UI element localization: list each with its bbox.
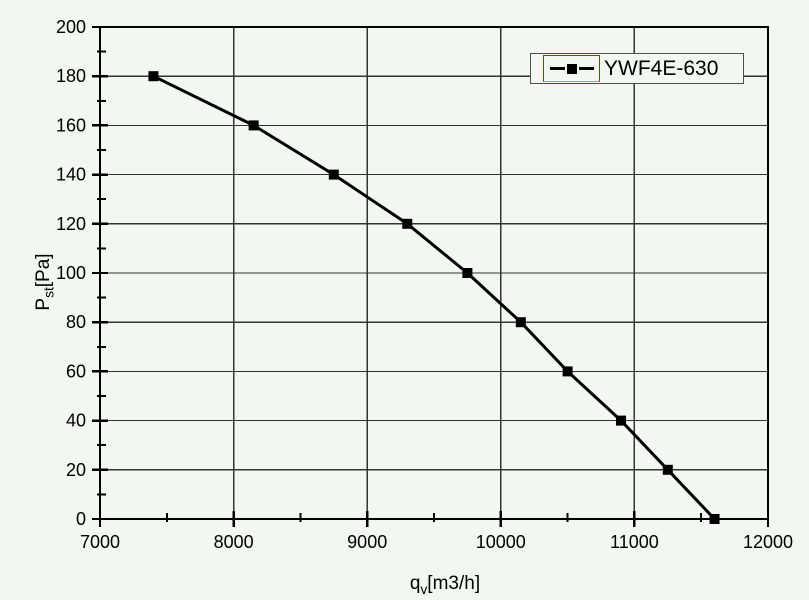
- legend-line-sample-left: [549, 67, 565, 70]
- x-axis-title-symbol: q: [409, 573, 421, 594]
- legend-line-sample-right: [578, 67, 594, 70]
- series-marker: [662, 464, 673, 475]
- y-tick-label: 80: [66, 312, 86, 332]
- x-tick-label: 8000: [214, 532, 254, 552]
- y-tick-label: 60: [66, 361, 86, 381]
- series-marker: [709, 514, 720, 524]
- y-tick-label: 40: [66, 411, 86, 431]
- y-tick-label: 180: [56, 66, 86, 86]
- y-tick-label: 120: [56, 214, 86, 234]
- series-marker: [462, 268, 473, 278]
- y-axis-title-unit: [Pa]: [32, 253, 54, 288]
- legend-series-label: YWF4E-630: [604, 56, 719, 80]
- series-marker: [562, 366, 573, 377]
- y-tick-label: 200: [56, 17, 86, 37]
- series-line: [152, 74, 716, 521]
- x-tick-label: 10000: [476, 532, 526, 552]
- series-marker: [248, 120, 259, 131]
- y-axis-title: Pst[Pa]: [32, 253, 57, 311]
- y-tick-label: 140: [56, 165, 86, 185]
- y-tick-label: 0: [76, 509, 86, 529]
- series-marker: [515, 317, 526, 328]
- data-series: [148, 71, 720, 524]
- x-axis-title-unit: [m3/h]: [427, 573, 481, 594]
- y-axis-title-symbol: P: [32, 297, 54, 311]
- y-tick-label: 160: [56, 115, 86, 135]
- x-tick-label: 12000: [743, 532, 793, 552]
- y-axis-title-subscript: st: [41, 287, 57, 298]
- series-marker: [328, 169, 339, 180]
- y-tick-label: 20: [66, 460, 86, 480]
- series-marker: [402, 218, 413, 229]
- series-marker: [616, 415, 627, 426]
- tick-labels: 7000 8000 9000 10000 11000 12000 0 20 40 60 80 100 1…: [56, 17, 793, 552]
- legend-box[interactable]: YWF4E-630: [530, 53, 744, 84]
- y-tick-label: 100: [56, 263, 86, 283]
- x-tick-label: 9000: [347, 532, 387, 552]
- series-marker: [148, 71, 159, 82]
- x-axis-title-subscript: v: [420, 581, 428, 597]
- axis-ticks: [92, 25, 770, 527]
- x-axis-title: qv[m3/h]: [410, 574, 480, 596]
- x-tick-label: 7000: [80, 532, 120, 552]
- x-tick-label: 11000: [610, 532, 659, 552]
- legend-key-selection-box[interactable]: [543, 55, 600, 82]
- legend-square-marker-icon: [566, 63, 577, 74]
